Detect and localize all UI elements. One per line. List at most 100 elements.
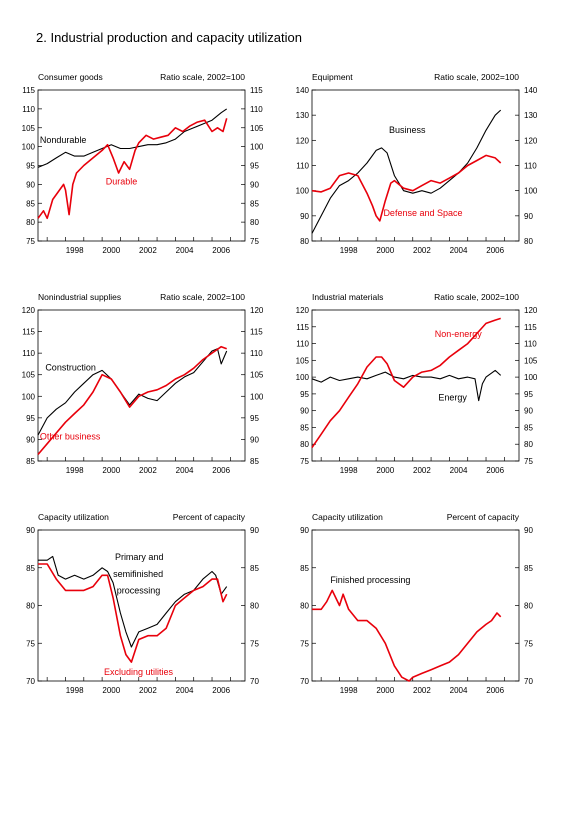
y-tick-label-left: 120 [296,306,310,315]
y-tick-label-left: 70 [300,677,309,686]
y-tick-label-left: 95 [300,390,309,399]
y-tick-label-right: 120 [524,136,538,145]
y-tick-label-right: 85 [250,564,259,573]
y-tick-label-right: 105 [250,124,264,133]
y-tick-label-right: 105 [524,356,538,365]
y-tick-label-right: 85 [250,457,259,466]
chart-svg-5: Capacity utilization Percent of capacity 7… [26,512,259,695]
y-tick-label-right: 110 [524,340,537,349]
chart-title: Consumer goods [38,72,103,82]
x-tick-label: 2000 [376,686,394,695]
series-line-other-business [37,345,227,456]
y-tick-label-right: 95 [524,390,533,399]
x-tick-label: 2006 [486,686,504,695]
y-tick-label-right: 120 [250,306,264,315]
x-tick-label: 1998 [66,246,84,255]
y-tick-label-right: 90 [250,526,259,535]
y-tick-label-right: 85 [250,199,259,208]
chart-title: Industrial materials [312,292,383,302]
y-tick-label-right: 80 [524,440,533,449]
y-tick-label-left: 115 [22,328,35,337]
series-line-defense-and-space [311,154,502,222]
series-annotation: processing [117,585,161,595]
x-tick-label: 2004 [450,246,468,255]
y-tick-label-left: 120 [296,136,310,145]
y-tick-label-left: 80 [26,602,35,611]
scale-label: Ratio scale, 2002=100 [434,292,519,302]
y-tick-label-right: 130 [524,111,538,120]
x-tick-label: 2006 [486,466,504,475]
x-tick-label: 2004 [450,686,468,695]
y-tick-label-right: 85 [524,564,533,573]
x-tick-label: 1998 [66,686,84,695]
y-tick-label-right: 100 [524,373,538,382]
y-tick-label-left: 75 [300,639,309,648]
x-tick-label: 2002 [139,246,157,255]
chart-svg-2: Equipment Ratio scale, 2002=100 80 80 90 90 10… [296,72,538,255]
series-annotation: Nondurable [40,135,87,145]
y-tick-label-right: 100 [524,187,538,196]
y-tick-label-right: 115 [524,323,537,332]
y-tick-label-right: 110 [250,349,263,358]
y-tick-label-left: 120 [22,306,36,315]
series-annotation: semifinished [113,569,163,579]
y-tick-label-left: 100 [22,143,36,152]
y-tick-label-left: 90 [26,180,35,189]
chart-panel-1: Consumer goods Ratio scale, 2002=100 75 75 8… [0,70,292,280]
y-tick-label-right: 115 [250,328,263,337]
x-tick-label: 2006 [212,686,230,695]
series-line-excluding-utilities [38,563,228,663]
x-tick-label: 2000 [102,466,120,475]
y-tick-label-right: 120 [524,306,538,315]
series-annotation: Durable [106,176,138,186]
y-tick-label-left: 80 [26,218,35,227]
x-tick-label: 2006 [486,246,504,255]
x-tick-label: 2000 [376,466,394,475]
y-tick-label-left: 90 [26,526,35,535]
chart-panel-2: Equipment Ratio scale, 2002=100 80 80 90 90 10… [274,70,566,280]
y-tick-label-right: 90 [524,407,533,416]
series-annotation: Business [389,125,426,135]
chart-svg-4: Industrial materials Ratio scale, 2002=10… [296,292,538,475]
series-annotation: Non-energy [435,329,483,339]
y-tick-label-right: 90 [250,180,259,189]
x-tick-label: 2002 [413,686,431,695]
y-tick-label-left: 95 [26,162,35,171]
y-tick-label-right: 75 [250,639,259,648]
y-tick-label-right: 90 [524,212,533,221]
x-tick-label: 2004 [450,466,468,475]
y-tick-label-left: 90 [300,407,309,416]
chart-title: Nonindustrial supplies [38,292,121,302]
series-line-non-energy [311,317,501,449]
x-tick-label: 1998 [340,686,358,695]
y-tick-label-left: 80 [300,602,309,611]
y-tick-label-right: 90 [524,526,533,535]
x-tick-label: 1998 [66,466,84,475]
scale-label: Ratio scale, 2002=100 [160,72,245,82]
y-tick-label-left: 90 [300,212,309,221]
series-line-durable [37,118,228,220]
y-tick-label-right: 75 [524,457,533,466]
chart-title: Capacity utilization [312,512,383,522]
scale-label: Percent of capacity [173,512,246,522]
y-tick-label-right: 110 [524,162,537,171]
y-tick-label-left: 70 [26,677,35,686]
x-tick-label: 2002 [139,466,157,475]
y-tick-label-left: 110 [296,340,309,349]
x-tick-label: 2000 [102,686,120,695]
y-tick-label-left: 75 [26,639,35,648]
y-tick-label-right: 95 [250,162,259,171]
chart-title: Capacity utilization [38,512,109,522]
plot-frame [311,309,520,462]
chart-svg-6: Capacity utilization Percent of capacity 7… [300,512,533,695]
series-annotation: Primary and [115,552,164,562]
chart-svg-1: Consumer goods Ratio scale, 2002=100 75 75 8… [22,72,264,255]
y-tick-label-left: 75 [300,457,309,466]
y-tick-label-left: 100 [22,392,36,401]
y-tick-label-right: 75 [250,237,259,246]
y-tick-label-right: 100 [250,143,264,152]
y-tick-label-left: 85 [26,457,35,466]
chart-panel-3: Nonindustrial supplies Ratio scale, 2002=… [0,290,292,500]
y-tick-label-left: 85 [300,564,309,573]
series-annotation: Construction [45,362,96,372]
